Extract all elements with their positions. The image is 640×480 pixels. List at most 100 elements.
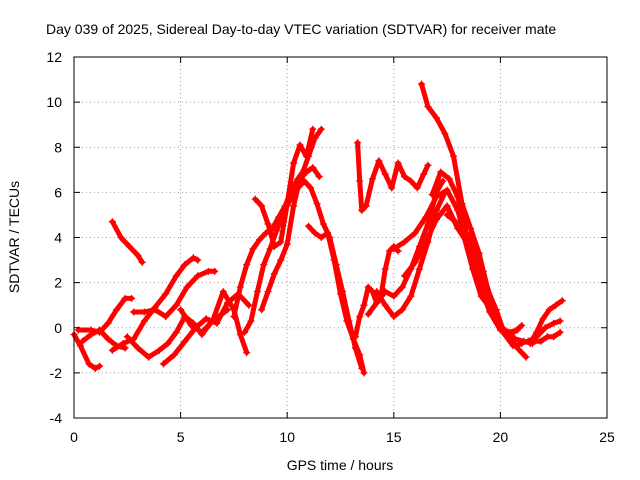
data-point-marker [230,312,238,320]
data-point-marker [287,193,295,201]
data-point-marker [460,234,468,241]
series-line-arc-13 [259,165,322,313]
data-point-marker [187,321,195,329]
data-point-marker [364,283,372,291]
data-point-marker [368,175,376,183]
data-point-marker [471,243,479,251]
data-point-marker [381,170,389,178]
data-point-marker [172,272,180,280]
y-tick-label: -4 [50,410,63,426]
data-point-marker [400,272,408,280]
data-point-marker [441,130,449,138]
data-point-marker [253,288,261,296]
data-point-marker [264,220,272,228]
data-point-marker [407,292,415,300]
data-point-marker [296,175,304,183]
data-point-marker [317,125,325,133]
data-point-marker [558,297,566,305]
series-line-arc-3 [75,295,135,335]
series-line-arc-17 [355,140,431,213]
data-point-marker [552,301,560,309]
data-point-marker [432,114,440,122]
data-point-marker [219,288,227,296]
data-point-marker [79,337,87,345]
data-point-marker [539,315,547,323]
plot-layer [70,80,566,377]
data-point-marker [443,211,451,219]
data-point-marker [140,317,148,325]
y-tick-label: 12 [46,49,62,65]
data-point-marker [162,312,170,320]
data-point-marker [390,312,398,320]
data-point-marker [160,360,168,368]
data-point-marker [411,229,419,237]
data-point-marker [130,308,138,316]
data-point-marker [418,80,426,88]
data-point-marker [358,206,366,214]
data-point-marker [181,261,189,269]
data-point-marker [556,317,564,325]
data-point-marker [522,353,530,361]
data-point-marker [172,301,180,309]
y-tick-label: 6 [54,184,62,200]
data-point-marker [138,258,146,266]
data-point-marker [550,319,558,327]
data-point-marker [245,301,253,309]
data-point-marker [202,315,210,323]
y-tick-label: -2 [50,365,63,381]
data-point-marker [241,328,249,336]
data-point-marker [428,191,436,199]
data-point-marker [511,335,519,343]
data-point-marker [315,173,323,181]
data-point-marker [260,261,268,269]
x-tick-label: 5 [177,429,185,445]
data-point-marker [309,164,317,172]
data-point-marker [375,157,383,165]
data-point-marker [123,333,131,341]
data-point-marker [443,186,451,194]
data-point-marker [432,206,440,214]
data-point-marker [164,340,172,348]
data-point-marker [313,200,321,208]
data-point-marker [432,215,440,223]
data-point-marker [283,240,291,248]
data-point-marker [518,349,526,357]
data-point-marker [302,152,310,160]
data-point-marker [543,333,551,341]
data-point-marker [108,218,116,226]
data-point-marker [533,328,541,336]
data-point-marker [364,310,372,318]
data-point-marker [270,243,278,251]
data-point-marker [400,173,408,181]
data-point-marker [119,340,127,348]
data-point-marker [413,184,421,192]
data-point-marker [243,261,251,269]
data-point-marker [296,141,304,149]
data-point-marker [394,159,402,167]
x-axis-label: GPS time / hours [287,457,394,473]
y-tick-label: 2 [54,275,62,291]
data-point-marker [181,337,189,345]
data-point-marker [209,317,217,325]
data-point-marker [513,326,521,334]
data-point-marker [518,321,526,329]
data-point-marker [236,283,244,291]
data-point-marker [400,238,408,246]
data-point-marker [486,303,494,311]
data-point-marker [516,340,524,348]
data-point-marker [170,351,178,359]
data-point-marker [162,290,170,298]
data-point-marker [537,337,545,345]
data-point-marker [249,245,257,253]
data-point-marker [330,256,338,264]
data-point-marker [305,222,313,230]
data-point-marker [360,301,368,309]
data-point-marker [121,344,129,352]
data-point-marker [467,224,475,232]
data-point-marker [424,103,432,111]
data-point-marker [96,328,104,336]
data-point-marker [194,272,202,280]
data-point-marker [151,306,159,314]
